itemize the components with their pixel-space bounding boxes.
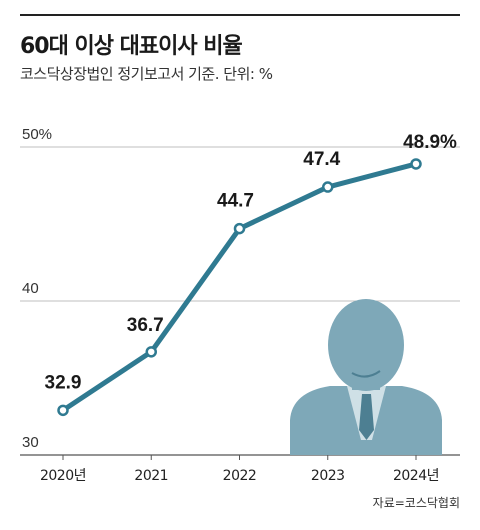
data-point <box>145 346 157 358</box>
x-tick-label: 2023 <box>311 468 345 484</box>
axis-labels: 30 40 50% 2020년 2021 2022 2023 2024년 <box>22 126 440 484</box>
y-tick-label: 50% <box>22 126 52 143</box>
source-note: 자료=코스닥협회 <box>372 496 460 510</box>
data-label: 32.9 <box>45 372 82 393</box>
data-label: 44.7 <box>217 191 254 212</box>
chart-title: 60대 이상 대표이사 비율 <box>20 34 243 59</box>
markers <box>57 158 422 417</box>
x-tick-label: 2020년 <box>40 468 86 484</box>
y-tick-label: 30 <box>22 434 39 451</box>
data-label: 47.4 <box>303 149 340 170</box>
data-labels: 32.9 36.7 44.7 47.4 48.9% <box>45 132 458 393</box>
data-point <box>322 181 334 193</box>
businessman-silhouette-icon <box>290 299 442 455</box>
data-label: 36.7 <box>127 315 164 336</box>
x-tick-label: 2024년 <box>393 468 439 484</box>
data-label: 48.9% <box>403 132 457 153</box>
x-tick-label: 2022 <box>223 468 257 484</box>
data-point <box>233 222 246 235</box>
x-tick-label: 2021 <box>134 468 168 484</box>
header-rule <box>20 14 460 16</box>
chart-subtitle: 코스닥상장법인 정기보고서 기준. 단위: % <box>20 65 273 83</box>
data-point <box>410 158 422 170</box>
y-tick-label: 40 <box>22 280 39 297</box>
data-point <box>57 404 69 417</box>
